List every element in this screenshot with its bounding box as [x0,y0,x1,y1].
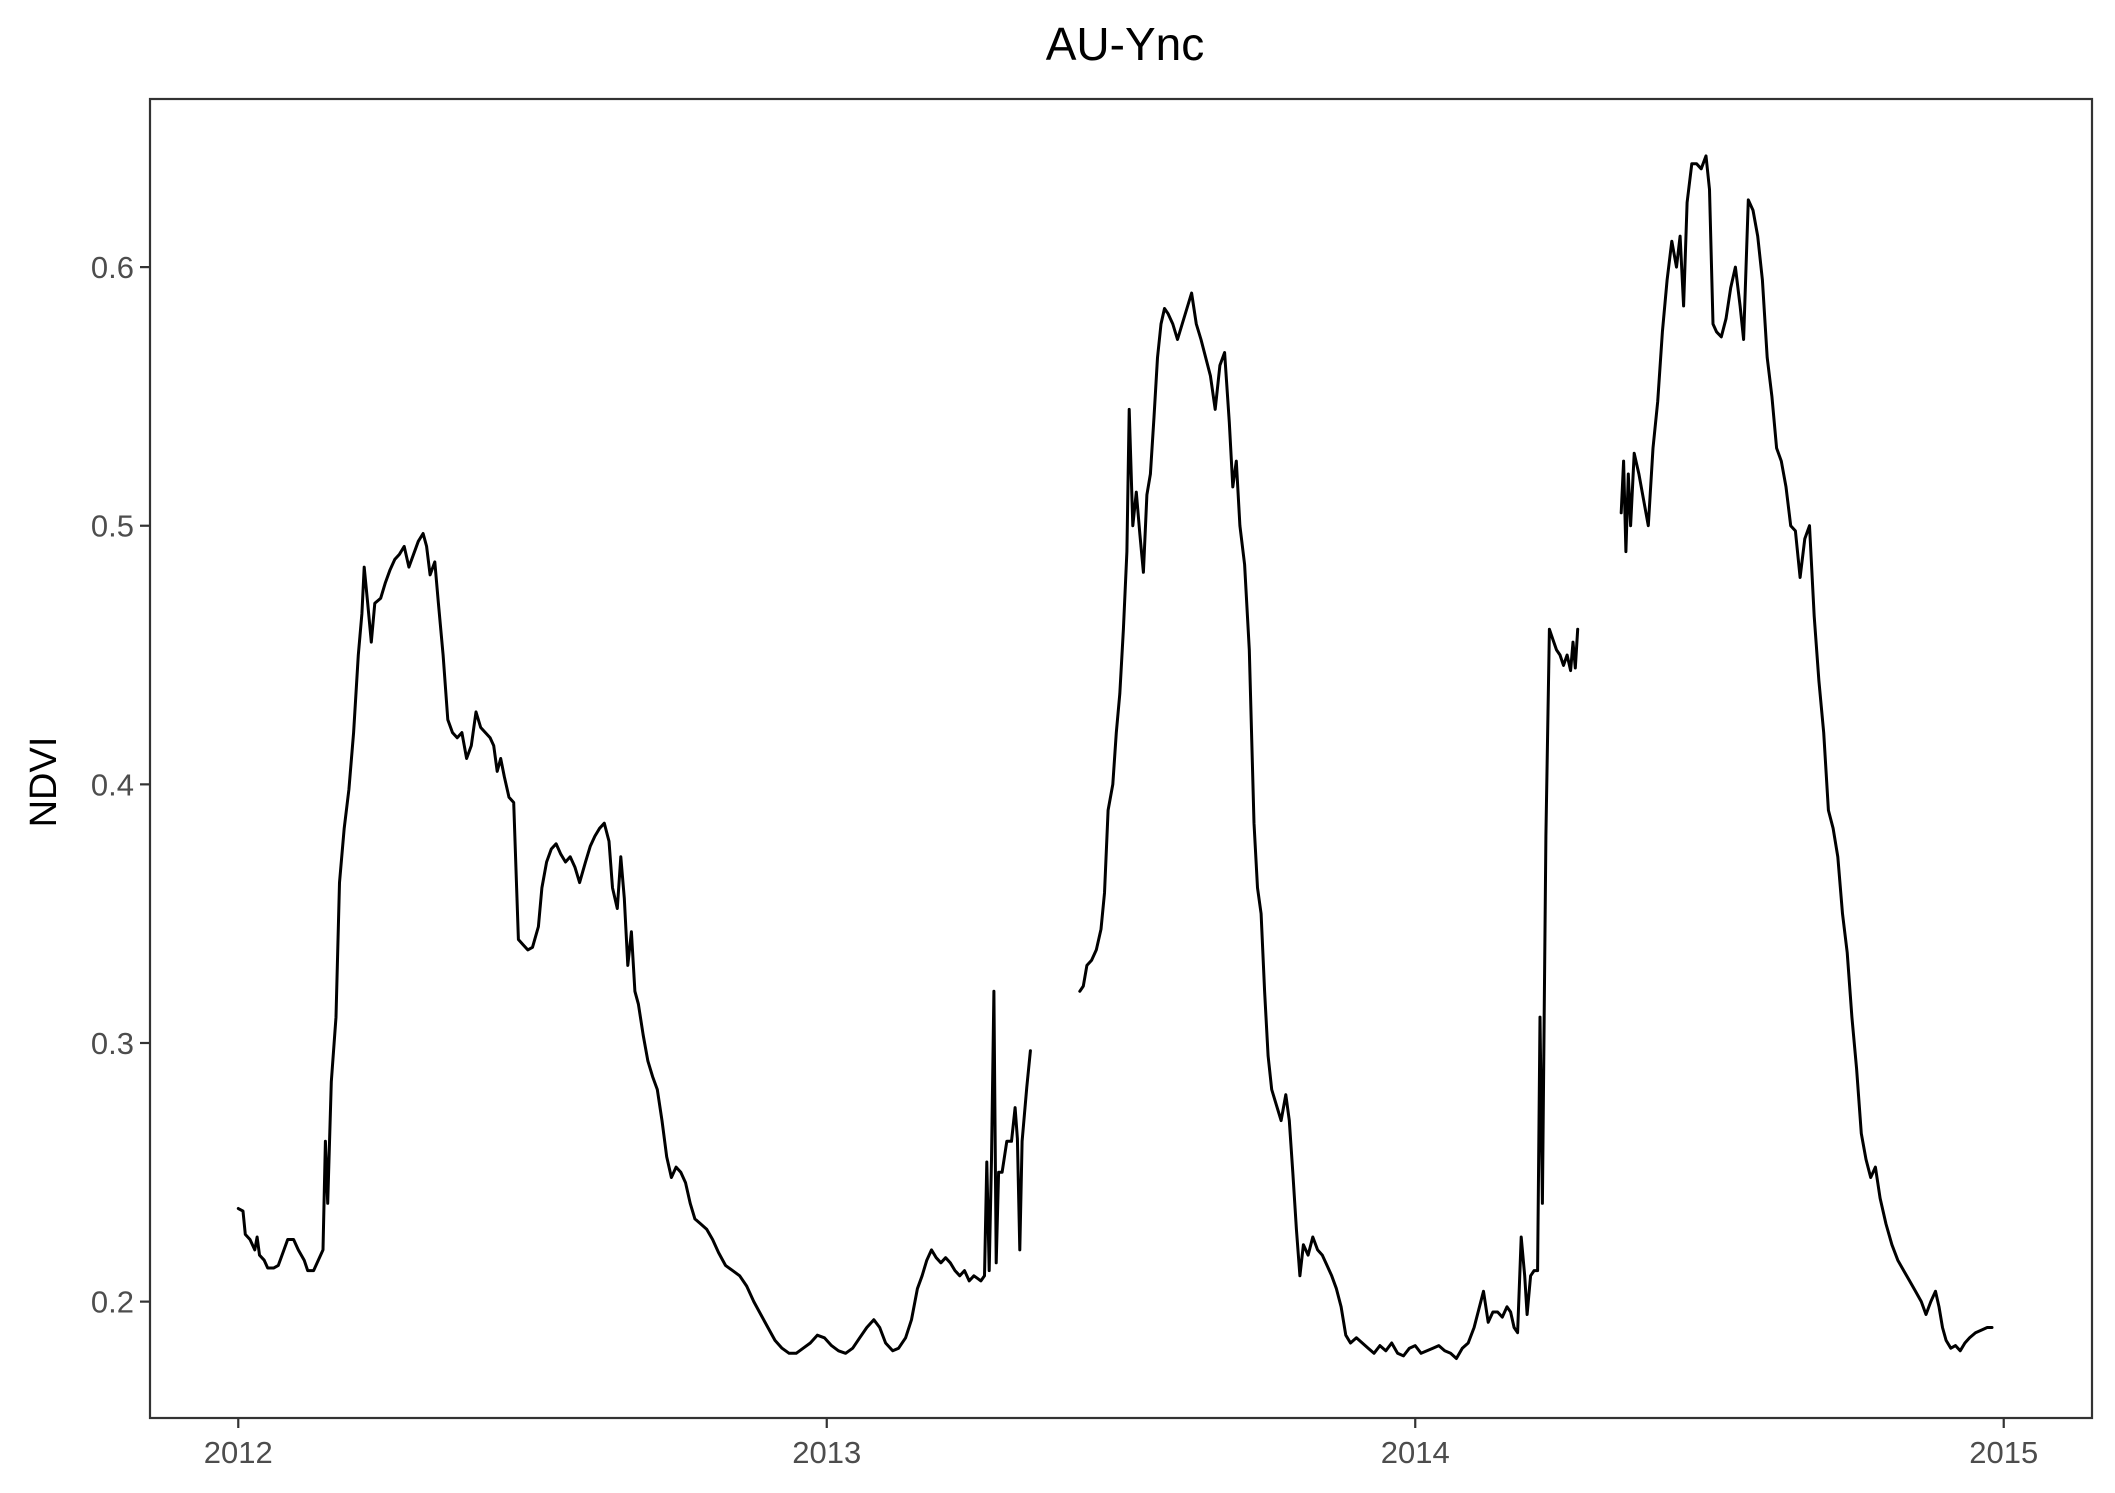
y-tick-label: 0.4 [91,767,134,802]
x-tick-label: 2014 [1381,1435,1450,1470]
x-tick-label: 2012 [204,1435,273,1470]
y-tick-label: 0.5 [91,509,134,544]
y-tick-label: 0.3 [91,1026,134,1061]
y-tick-label: 0.6 [91,250,134,285]
plot-panel-border [148,97,2094,1420]
y-axis: 0.2 0.3 0.4 0.5 0.6 [91,250,150,1320]
ndvi-series-line [1078,291,1580,1360]
series-layer [236,154,1994,1360]
chart-title: AU-Ync [1046,18,1204,70]
ndvi-series-line [236,532,1032,1355]
x-tick-label: 2013 [792,1435,861,1470]
ndvi-series-line [1619,154,1994,1353]
y-tick-label: 0.2 [91,1285,134,1320]
x-axis: 2012 2013 2014 2015 [204,1418,2038,1470]
y-axis-label: NDVI [23,737,65,828]
x-tick-label: 2015 [1969,1435,2038,1470]
